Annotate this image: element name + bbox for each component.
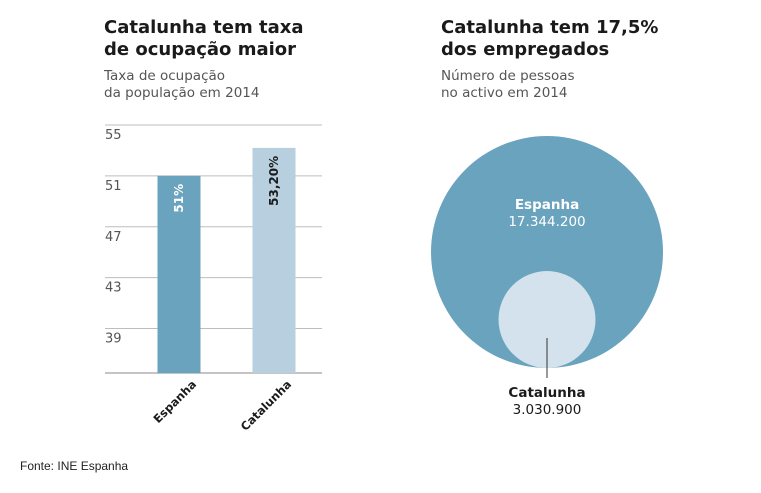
circle-espanha	[431, 136, 663, 368]
y-tick-label: 39	[105, 332, 122, 347]
circle-catalunha	[498, 271, 596, 368]
circle-value-espanha: 17.344.200	[508, 214, 585, 230]
source-note: Fonte: INE Espanha	[20, 459, 129, 473]
bar-chart-title: Catalunha tem taxa de ocupação maior	[104, 17, 304, 60]
bar-chart-subtitle: Taxa de ocupação da população em 2014	[104, 68, 260, 101]
x-tick-label: Espanha	[150, 377, 199, 426]
y-tick-label: 47	[105, 230, 122, 245]
x-tick-label: Catalunha	[238, 377, 294, 433]
bar-data-label: 51%	[172, 184, 186, 213]
bar-catalunha	[252, 147, 296, 374]
y-tick-label: 51	[105, 179, 122, 194]
bar-chart-bars: 51% 53,20%	[157, 147, 296, 374]
bar-chart-y-ticks: 55 51 47 43 39	[105, 128, 122, 347]
bar-data-label: 53,20%	[267, 156, 281, 206]
y-tick-label: 55	[105, 128, 122, 143]
y-tick-label: 43	[105, 281, 122, 296]
circle-label-espanha: Espanha	[515, 197, 579, 213]
circle-label-catalunha: Catalunha	[508, 385, 585, 401]
circle-value-catalunha: 3.030.900	[513, 402, 582, 418]
circle-chart-subtitle: Número de pessoas no activo em 2014	[441, 68, 575, 101]
bar-espanha	[157, 175, 201, 374]
bar-chart-x-labels: Espanha Catalunha	[150, 377, 294, 433]
circle-chart-title: Catalunha tem 17,5% dos empregados	[441, 17, 659, 60]
